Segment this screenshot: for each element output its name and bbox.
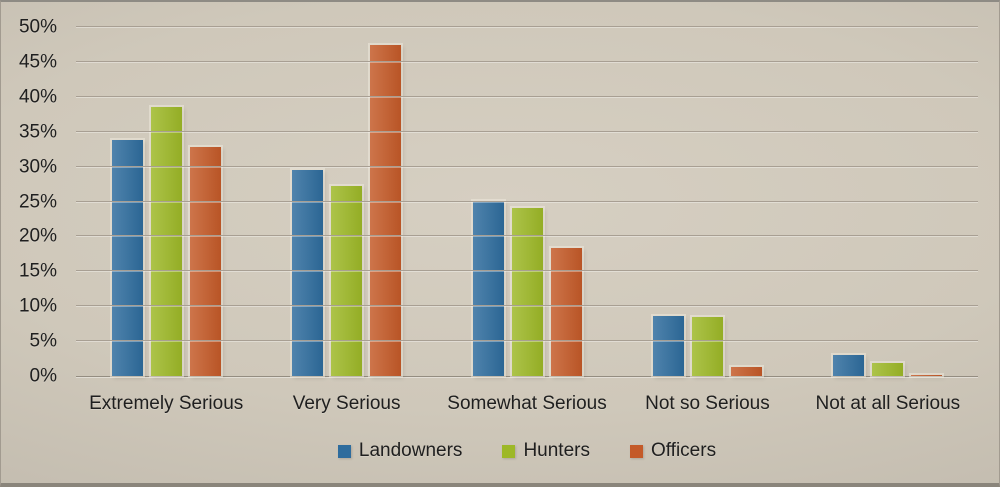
bar-officers-extremely-serious [189,147,221,376]
gridline [76,165,978,167]
gridline [76,305,978,307]
bar-hunters-not-so-serious [691,317,723,376]
plot-area [76,26,978,377]
bar-hunters-somewhat-serious [511,208,543,376]
bar-hunters-very-serious [331,186,363,376]
y-axis-tick-label: 45% [18,51,57,73]
x-axis-category-label: Not at all Serious [815,393,961,414]
y-axis-tick-label: 30% [18,156,57,178]
legend-item-hunters: Hunters [502,440,590,462]
bar-hunters-extremely-serious [150,106,182,376]
bar-landowners-not-at-all-serious [833,355,865,376]
legend: Landowners Hunters Officers [76,440,978,462]
y-axis-tick-label: 50% [18,16,57,38]
bar-landowners-not-so-serious [652,315,684,376]
y-axis-tick-label: 0% [29,365,57,387]
y-axis-tick-label: 35% [18,121,57,143]
y-axis-tick-label: 25% [18,191,57,212]
x-axis: Extremely Serious Very Serious Somewhat Se… [76,392,978,416]
gridline [76,200,978,202]
x-axis-category-label: Very Serious [292,393,401,414]
gridline [76,130,978,132]
x-axis-category-label: Extremely Serious [89,393,244,414]
y-axis: 0% 5% 10% 15% 20% 25% 30% 35% 40% 45% 50% [1,18,57,386]
gridline [76,270,978,272]
y-axis-tick-label: 20% [18,225,57,247]
bar-group-extremely-serious [76,27,256,376]
bar-officers-somewhat-serious [550,247,582,376]
legend-item-landowners: Landowners [337,440,463,462]
y-axis-tick-label: 15% [18,260,57,282]
legend-swatch-hunters-icon [502,444,516,458]
legend-label: Hunters [523,440,590,461]
bar-officers-not-so-serious [730,366,762,376]
x-axis-category-label: Not so Serious [645,393,770,414]
gridline [76,95,978,97]
bar-group-not-so-serious [617,27,797,376]
y-axis-tick-label: 10% [18,295,57,317]
bar-group-not-at-all-serious [798,27,978,376]
gridline [76,60,978,62]
bar-group-very-serious [256,27,436,376]
legend-swatch-landowners-icon [337,444,351,458]
legend-item-officers: Officers [629,440,717,462]
legend-label: Landowners [358,440,463,461]
legend-swatch-officers-icon [629,444,643,458]
bar-landowners-somewhat-serious [472,200,504,376]
y-axis-tick-label: 5% [29,330,57,352]
legend-label: Officers [650,440,717,461]
bar-landowners-very-serious [292,170,324,376]
bar-officers-not-at-all-serious [911,374,943,376]
gridline [76,235,978,237]
y-axis-tick-label: 40% [18,86,57,108]
bar-officers-very-serious [370,45,402,376]
x-axis-line [76,376,978,377]
gridline [76,340,978,342]
bar-group-somewhat-serious [437,27,617,376]
bar-landowners-extremely-serious [111,140,143,376]
bar-groups [76,27,978,376]
bar-hunters-not-at-all-serious [872,363,904,376]
gridline [76,26,978,27]
x-axis-category-label: Somewhat Serious [447,393,607,414]
